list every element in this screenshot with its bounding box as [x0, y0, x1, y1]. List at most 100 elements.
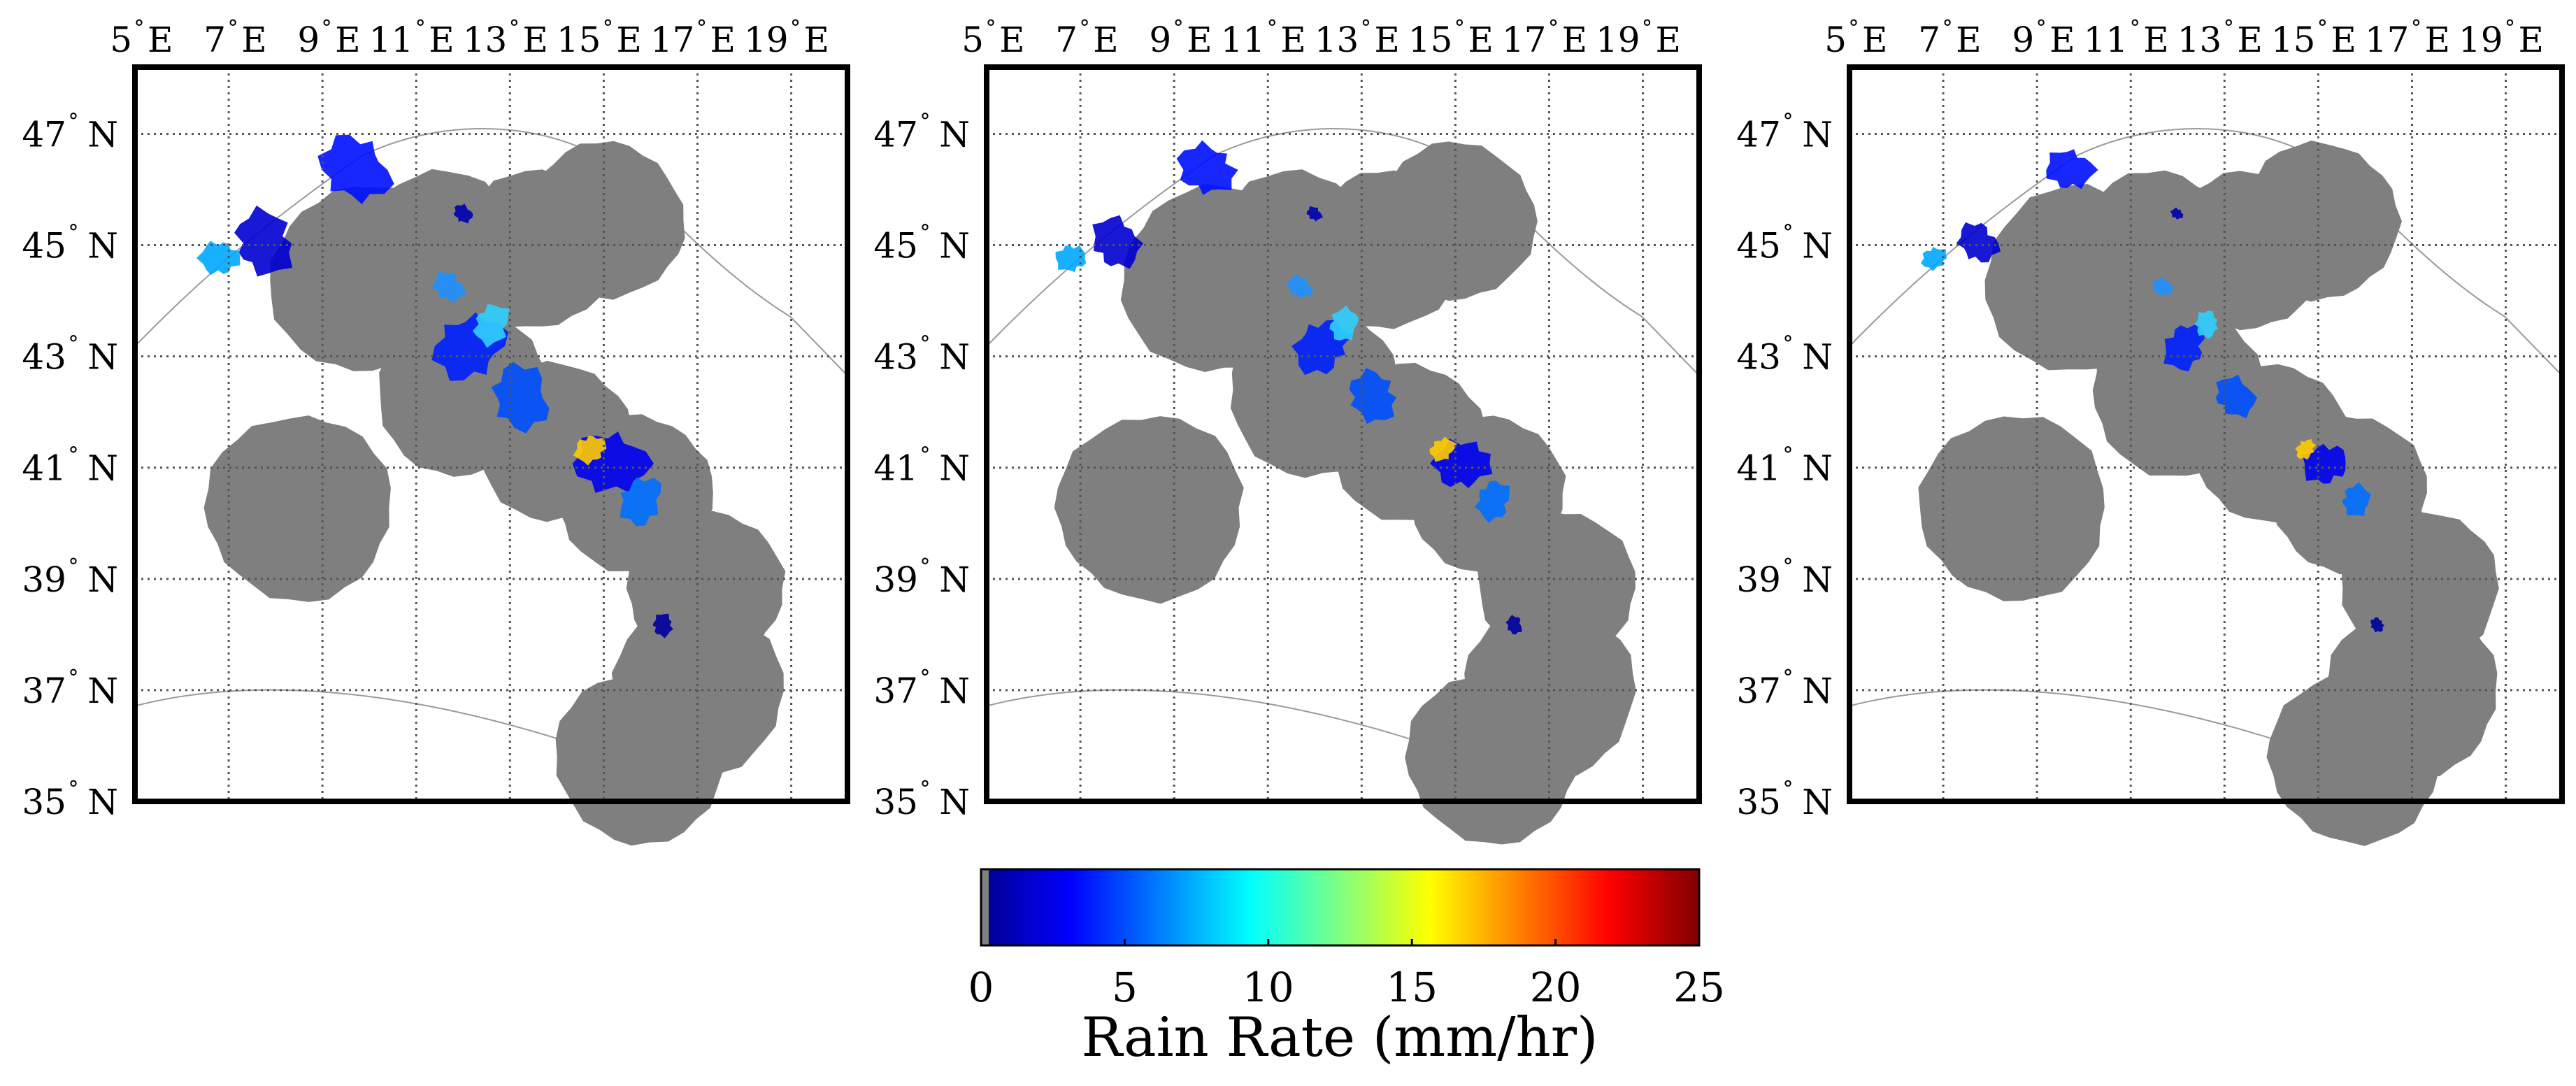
- degree-symbol: °: [920, 555, 931, 579]
- rain-cell: [620, 477, 661, 527]
- colorbar-label: Rain Rate (mm/hr): [1082, 1006, 1598, 1069]
- rain-cell: [1092, 215, 1143, 269]
- degree-symbol: °: [69, 221, 79, 245]
- colorbar-gradient: [981, 869, 1699, 945]
- degree-symbol: °: [69, 332, 79, 357]
- lon-tick-label: 13: [463, 20, 508, 60]
- lat-tick-label: 41: [873, 448, 918, 489]
- lat-tick-label: 37: [22, 671, 66, 711]
- lat-hemisphere: N: [1802, 337, 1833, 378]
- colorbar: 0 5 10 15 20 25 Rain Rate (mm/hr): [968, 868, 1725, 1069]
- rain-cell: [1956, 222, 2001, 263]
- rain-cell: [1474, 480, 1510, 523]
- map-panel-1: 5 ° E 7 ° E 9 ° E 11 ° E 13 ° E 15 ° E 17 ° E 19 ° E47 ° N45 ° N43 °…: [22, 16, 850, 846]
- lon-hemisphere: E: [1280, 20, 1306, 60]
- lon-hemisphere: E: [335, 20, 361, 60]
- degree-symbol: °: [1783, 221, 1794, 245]
- lat-hemisphere: N: [939, 337, 970, 378]
- lon-tick-label: 19: [1596, 20, 1640, 60]
- degree-symbol: °: [1080, 16, 1090, 41]
- lon-tick-label: 15: [1408, 20, 1453, 60]
- lon-tick-label: 7: [1918, 20, 1940, 60]
- degree-symbol: °: [920, 666, 931, 690]
- coverage-area: [1380, 141, 1538, 301]
- coverage-area: [1918, 416, 2105, 601]
- lat-tick-label: 47: [873, 114, 918, 155]
- rain-cell: [431, 271, 467, 303]
- colorbar-tick-label: 20: [1530, 964, 1582, 1011]
- lat-hemisphere: N: [939, 671, 970, 711]
- degree-symbol: °: [1173, 16, 1184, 41]
- rain-cell: [2370, 617, 2384, 633]
- lat-tick-label: 43: [1736, 337, 1781, 378]
- degree-symbol: °: [1548, 16, 1559, 41]
- radar-coverage-mask: [1918, 140, 2499, 846]
- degree-symbol: °: [134, 16, 145, 41]
- rain-field: [196, 134, 673, 638]
- colorbar-tick-label: 5: [1112, 964, 1138, 1011]
- degree-symbol: °: [920, 777, 931, 801]
- rain-cell: [2215, 374, 2258, 419]
- lat-hemisphere: N: [87, 671, 118, 711]
- degree-symbol: °: [509, 16, 520, 41]
- lat-tick-label: 39: [1736, 559, 1781, 600]
- degree-symbol: °: [2505, 16, 2515, 41]
- degree-symbol: °: [1783, 332, 1794, 357]
- lat-tick-label: 39: [22, 559, 66, 600]
- lat-hemisphere: N: [939, 448, 970, 489]
- lon-tick-label: 11: [369, 20, 414, 60]
- lon-hemisphere: E: [2049, 20, 2075, 60]
- rain-cell: [1176, 140, 1238, 195]
- lat-tick-label: 45: [873, 226, 918, 266]
- rain-cell: [2342, 482, 2371, 516]
- degree-symbol: °: [1267, 16, 1278, 41]
- degree-symbol: °: [2411, 16, 2421, 41]
- rain-cell: [2046, 149, 2098, 190]
- lat-tick-label: 41: [22, 448, 66, 489]
- rain-cell: [2194, 310, 2219, 339]
- rain-field: [1055, 140, 1522, 635]
- lon-tick-label: 19: [2459, 20, 2503, 60]
- degree-symbol: °: [1454, 16, 1465, 41]
- lon-tick-label: 9: [1149, 20, 1171, 60]
- coverage-area: [2242, 140, 2402, 302]
- rain-cell: [652, 613, 673, 638]
- degree-symbol: °: [2224, 16, 2234, 41]
- lat-hemisphere: N: [87, 782, 118, 822]
- map-frame: [984, 64, 1702, 804]
- degree-symbol: °: [1783, 555, 1794, 579]
- lon-hemisphere: E: [522, 20, 548, 60]
- coverage-area: [555, 672, 728, 846]
- colorbar-tick-label: 0: [968, 964, 994, 1011]
- lat-tick-label: 39: [873, 559, 918, 600]
- lat-tick-label: 45: [1736, 226, 1781, 266]
- lat-tick-label: 37: [873, 671, 918, 711]
- rain-cell: [317, 134, 394, 204]
- lat-hemisphere: N: [1802, 559, 1833, 600]
- lon-hemisphere: E: [1187, 20, 1212, 60]
- lat-hemisphere: N: [87, 226, 118, 266]
- degree-symbol: °: [1783, 109, 1794, 134]
- rain-cell: [1329, 305, 1359, 341]
- lat-tick-label: 47: [22, 114, 66, 155]
- lon-hemisphere: E: [1956, 20, 1982, 60]
- degree-symbol: °: [228, 16, 238, 41]
- degree-symbol: °: [69, 443, 79, 468]
- lon-hemisphere: E: [2237, 20, 2263, 60]
- rain-cell: [1055, 245, 1087, 273]
- lat-tick-label: 35: [22, 782, 66, 822]
- degree-symbol: °: [696, 16, 707, 41]
- lat-tick-label: 35: [873, 782, 918, 822]
- degree-symbol: °: [1783, 443, 1794, 468]
- degree-symbol: °: [2317, 16, 2328, 41]
- map-frame: [1847, 64, 2565, 804]
- degree-symbol: °: [69, 555, 79, 579]
- lon-tick-label: 19: [744, 20, 789, 60]
- lat-tick-label: 43: [873, 337, 918, 378]
- lon-hemisphere: E: [2143, 20, 2169, 60]
- graticule: [1848, 67, 2562, 803]
- lat-tick-label: 45: [22, 226, 66, 266]
- degree-symbol: °: [920, 221, 931, 245]
- lon-tick-label: 7: [203, 20, 226, 60]
